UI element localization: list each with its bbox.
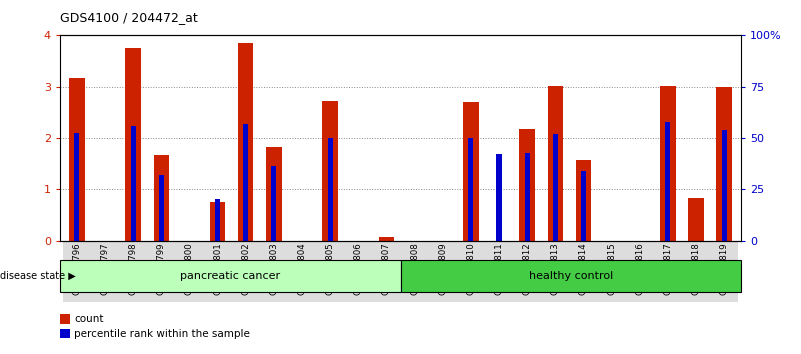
Text: healthy control: healthy control xyxy=(529,271,613,281)
Bar xyxy=(159,175,164,241)
Bar xyxy=(570,241,598,302)
Bar xyxy=(469,138,473,241)
Bar xyxy=(400,260,741,292)
Bar xyxy=(682,241,710,302)
Bar xyxy=(626,241,654,302)
Bar xyxy=(154,155,169,241)
Bar xyxy=(131,126,135,241)
Bar xyxy=(548,86,563,241)
Text: count: count xyxy=(74,314,104,325)
Bar xyxy=(654,241,682,302)
Bar xyxy=(147,241,175,302)
Bar xyxy=(666,122,670,241)
Bar xyxy=(429,241,457,302)
Bar xyxy=(69,78,85,241)
Bar xyxy=(203,241,231,302)
Bar xyxy=(581,171,586,241)
Bar xyxy=(60,329,70,338)
Bar xyxy=(553,135,557,241)
Bar xyxy=(74,133,79,241)
Bar xyxy=(541,241,570,302)
Bar xyxy=(119,241,147,302)
Bar xyxy=(525,154,529,241)
Bar xyxy=(91,241,119,302)
Bar xyxy=(260,241,288,302)
Bar xyxy=(126,48,141,241)
Bar xyxy=(576,160,591,241)
Bar xyxy=(457,241,485,302)
Bar xyxy=(716,87,732,241)
Bar xyxy=(175,241,203,302)
Bar xyxy=(513,241,541,302)
Bar xyxy=(372,241,400,302)
Bar xyxy=(497,154,501,241)
Text: pancreatic cancer: pancreatic cancer xyxy=(180,271,280,281)
Text: disease state ▶: disease state ▶ xyxy=(0,271,76,281)
Text: percentile rank within the sample: percentile rank within the sample xyxy=(74,329,251,339)
Bar xyxy=(323,101,338,241)
Bar xyxy=(400,241,429,302)
Bar xyxy=(519,129,535,241)
Bar xyxy=(598,241,626,302)
Bar xyxy=(244,124,248,241)
Text: GDS4100 / 204472_at: GDS4100 / 204472_at xyxy=(60,11,198,24)
Bar xyxy=(660,86,675,241)
Bar xyxy=(272,166,276,241)
Bar xyxy=(231,241,260,302)
Bar xyxy=(344,241,372,302)
Bar xyxy=(379,237,394,241)
Bar xyxy=(238,43,253,241)
Bar xyxy=(688,198,703,241)
Bar xyxy=(60,314,70,324)
Bar xyxy=(210,202,225,241)
Bar xyxy=(63,241,91,302)
Bar xyxy=(288,241,316,302)
Bar xyxy=(316,241,344,302)
Bar xyxy=(60,260,400,292)
Bar xyxy=(463,102,478,241)
Bar xyxy=(485,241,513,302)
Bar xyxy=(722,130,727,241)
Bar xyxy=(215,199,220,241)
Bar xyxy=(710,241,738,302)
Bar xyxy=(328,138,332,241)
Bar xyxy=(266,147,282,241)
